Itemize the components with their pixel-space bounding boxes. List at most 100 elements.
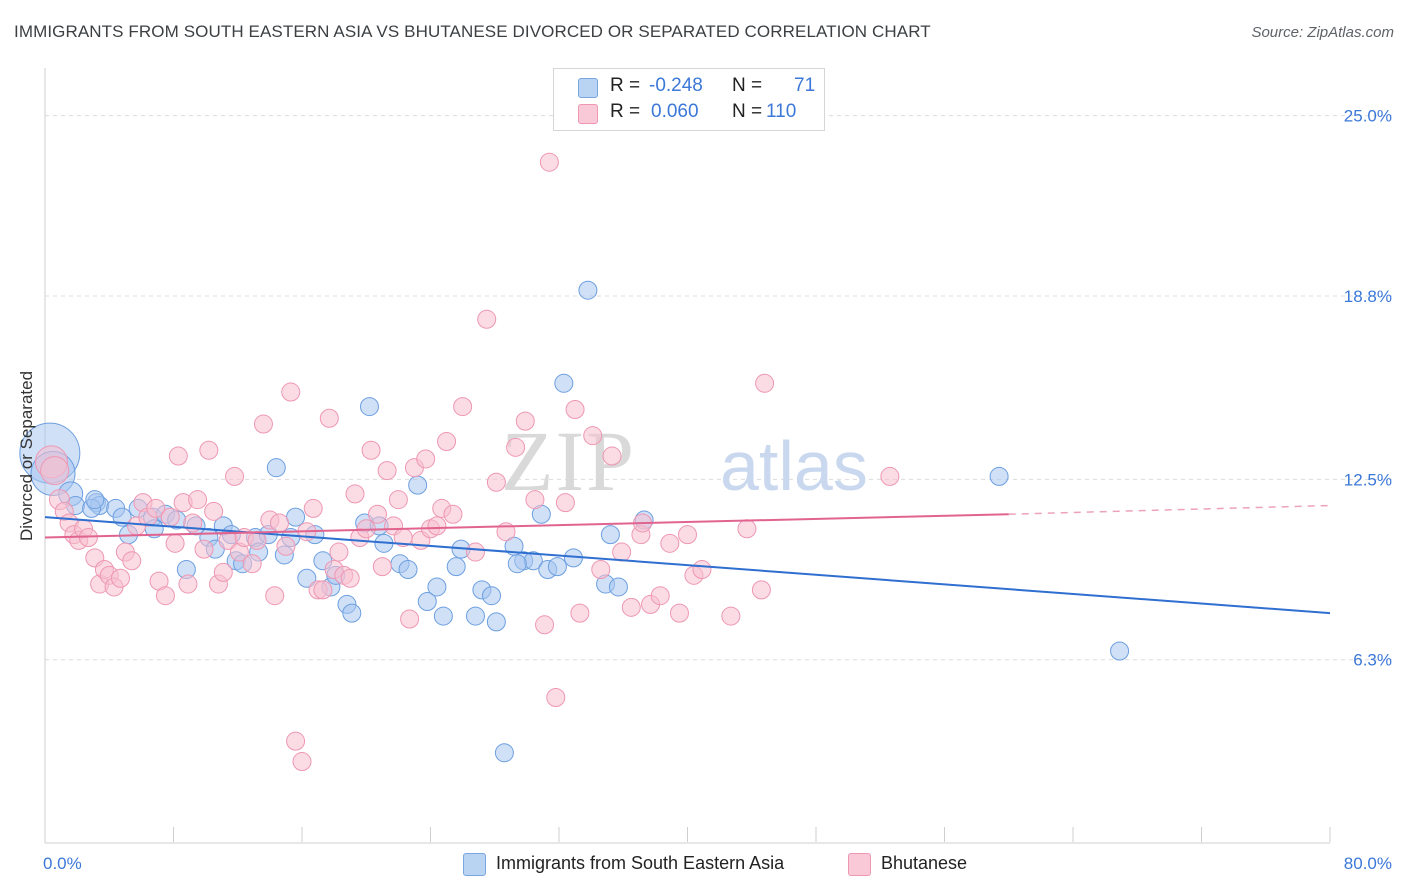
data-point-bhutanese xyxy=(329,542,349,562)
data-point-bhutanese xyxy=(204,501,224,521)
legend-r-label: R = xyxy=(610,75,641,96)
data-point-bhutanese xyxy=(546,688,566,708)
data-point-bhutanese xyxy=(755,373,775,393)
grid-lines xyxy=(45,115,1392,661)
data-point-bhutanese xyxy=(155,586,175,606)
series-bhutanese-points xyxy=(34,152,900,772)
data-point-immigrants xyxy=(482,586,502,606)
legend-n-value: 110 xyxy=(766,101,797,122)
data-point-bhutanese xyxy=(477,309,497,329)
data-point-bhutanese xyxy=(194,539,214,559)
y-tick-label: 12.5% xyxy=(1344,470,1392,489)
data-point-bhutanese xyxy=(535,615,555,635)
correlation-legend: R = -0.248 N = 71 R = 0.060 N = 110 xyxy=(553,68,825,131)
data-point-bhutanese xyxy=(377,461,397,481)
data-point-bhutanese xyxy=(583,426,603,446)
legend-r-value: -0.248 xyxy=(649,75,703,96)
data-point-bhutanese xyxy=(515,411,535,431)
data-point-bhutanese xyxy=(602,446,622,466)
data-point-bhutanese xyxy=(678,525,697,545)
data-point-bhutanese xyxy=(253,414,273,434)
trend-lines xyxy=(44,504,1331,615)
data-point-bhutanese xyxy=(751,580,771,600)
axes xyxy=(44,68,1331,844)
data-point-immigrants xyxy=(398,560,418,580)
data-point-bhutanese xyxy=(669,603,689,623)
data-point-bhutanese xyxy=(286,731,306,751)
data-point-bhutanese xyxy=(486,472,506,492)
data-point-bhutanese xyxy=(660,533,680,553)
data-point-immigrants xyxy=(408,475,428,495)
data-point-bhutanese xyxy=(303,498,323,518)
data-point-bhutanese xyxy=(591,560,611,580)
y-tick-label: 25.0% xyxy=(1344,107,1392,126)
bottom-legend-label: Immigrants from South Eastern Asia xyxy=(496,853,785,873)
data-point-immigrants xyxy=(486,612,506,632)
x-tick-label: 80.0% xyxy=(1344,854,1392,873)
data-point-immigrants xyxy=(465,606,485,626)
chart-title: IMMIGRANTS FROM SOUTH EASTERN ASIA VS BH… xyxy=(14,22,931,41)
data-point-bhutanese xyxy=(565,399,585,419)
data-point-bhutanese xyxy=(612,542,632,562)
x-tick-label: 0.0% xyxy=(43,854,82,873)
data-point-immigrants xyxy=(989,466,1009,486)
data-point-bhutanese xyxy=(265,586,285,606)
data-point-bhutanese xyxy=(427,516,447,536)
data-point-bhutanese xyxy=(213,562,233,582)
data-point-immigrants xyxy=(297,568,317,588)
data-point-immigrants xyxy=(85,490,105,510)
data-point-bhutanese xyxy=(525,490,545,510)
data-point-bhutanese xyxy=(40,456,70,486)
data-point-bhutanese xyxy=(453,397,473,417)
watermark: ZIP atlas xyxy=(501,413,868,509)
data-point-bhutanese xyxy=(465,542,485,562)
data-point-immigrants xyxy=(507,554,527,574)
data-point-immigrants xyxy=(1110,641,1130,661)
data-point-bhutanese xyxy=(570,603,590,623)
data-point-bhutanese xyxy=(367,504,387,524)
bottom-legend-swatch-blue xyxy=(463,853,486,876)
data-point-immigrants xyxy=(427,577,447,597)
bottom-legend-swatch-pink xyxy=(848,853,871,876)
data-point-bhutanese xyxy=(437,431,457,451)
legend-n-label: N = xyxy=(732,75,763,96)
data-point-bhutanese xyxy=(319,408,339,428)
y-tick-label: 18.8% xyxy=(1344,287,1392,306)
data-point-bhutanese xyxy=(188,490,208,510)
data-point-immigrants xyxy=(494,743,514,763)
data-point-immigrants xyxy=(547,557,567,577)
data-point-bhutanese xyxy=(270,513,290,533)
watermark-atlas: atlas xyxy=(720,427,868,505)
data-point-bhutanese xyxy=(400,609,420,629)
data-point-bhutanese xyxy=(178,574,198,594)
data-point-bhutanese xyxy=(242,554,262,574)
data-point-bhutanese xyxy=(443,504,463,524)
data-point-bhutanese xyxy=(199,440,219,460)
data-point-bhutanese xyxy=(146,498,166,518)
data-point-bhutanese xyxy=(621,597,641,617)
legend-r-value: 0.060 xyxy=(651,101,699,122)
data-point-bhutanese xyxy=(361,440,381,460)
data-point-immigrants xyxy=(578,280,598,300)
data-point-bhutanese xyxy=(506,437,526,457)
data-point-bhutanese xyxy=(110,568,130,588)
data-point-bhutanese xyxy=(340,568,360,588)
bottom-legend-label: Bhutanese xyxy=(881,853,968,873)
data-point-bhutanese xyxy=(345,484,365,504)
data-point-immigrants xyxy=(417,592,437,612)
data-point-bhutanese xyxy=(168,446,188,466)
data-point-bhutanese xyxy=(650,586,670,606)
data-point-immigrants xyxy=(600,525,620,545)
tick-labels: 6.3% 12.5% 18.8% 25.0% 0.0% 80.0% xyxy=(43,107,1392,873)
data-point-bhutanese xyxy=(880,466,900,486)
trend-line-bhutanese-extension xyxy=(1008,504,1331,515)
data-point-immigrants xyxy=(608,577,628,597)
data-point-immigrants xyxy=(359,397,379,417)
data-point-bhutanese xyxy=(416,449,436,469)
data-point-bhutanese xyxy=(281,382,301,402)
data-point-bhutanese xyxy=(122,551,142,571)
trend-line-bhutanese xyxy=(44,513,1009,539)
data-point-immigrants xyxy=(286,507,306,527)
data-point-bhutanese xyxy=(225,466,245,486)
